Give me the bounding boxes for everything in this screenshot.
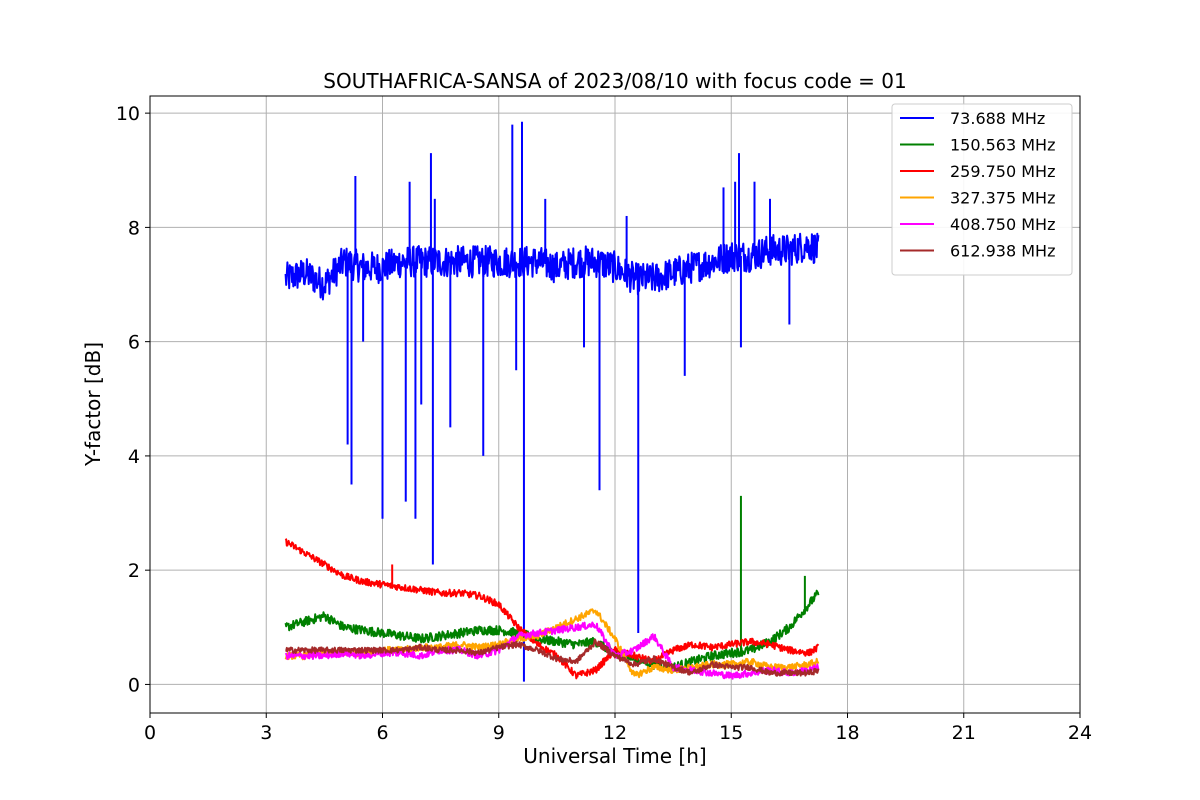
- y-tick-label: 2: [128, 560, 140, 582]
- series-5: [284, 621, 820, 680]
- y-tick-label: 10: [116, 103, 140, 125]
- series-6: [285, 638, 820, 677]
- legend-entry: 73.688 MHz: [900, 109, 1045, 128]
- legend-entry: 408.750 MHz: [900, 215, 1055, 234]
- legend-box: [891, 103, 1073, 276]
- x-tick-label: 3: [260, 722, 272, 744]
- x-tick-label: 18: [835, 722, 859, 744]
- series-layer: [284, 121, 820, 682]
- y-tick-label: 6: [128, 332, 140, 354]
- series-line: [284, 538, 820, 680]
- x-tick-label: 9: [493, 722, 505, 744]
- legend-label: 408.750 MHz: [950, 215, 1055, 234]
- series-2: [284, 495, 820, 673]
- legend-entry: 259.750 MHz: [900, 162, 1055, 181]
- x-tick-label: 21: [952, 722, 976, 744]
- legend-label: 327.375 MHz: [950, 189, 1055, 208]
- x-tick-label: 24: [1068, 722, 1092, 744]
- legend-entry: 612.938 MHz: [900, 242, 1055, 261]
- x-tick-label: 15: [719, 722, 743, 744]
- y-axis-label: Y-factor [dB]: [81, 342, 105, 467]
- x-tick-label: 12: [603, 722, 627, 744]
- legend-label: 612.938 MHz: [950, 242, 1055, 261]
- x-tick-label: 6: [376, 722, 388, 744]
- legend-label: 150.563 MHz: [950, 136, 1055, 155]
- series-line: [284, 621, 820, 680]
- chart-title: SOUTHAFRICA-SANSA of 2023/08/10 with foc…: [323, 69, 907, 93]
- series-line: [284, 589, 820, 673]
- series-line: [284, 232, 820, 301]
- legend-label: 259.750 MHz: [950, 162, 1055, 181]
- legend-label: 73.688 MHz: [950, 109, 1045, 128]
- x-tick-label: 0: [144, 722, 156, 744]
- series-1: [284, 121, 820, 682]
- legend-entry: 327.375 MHz: [900, 189, 1055, 208]
- series-line: [285, 638, 820, 677]
- legend: 73.688 MHz 150.563 MHz 259.750 MHz 327.375 …: [891, 103, 1073, 276]
- y-tick-label: 8: [128, 217, 140, 239]
- y-tick-label: 4: [128, 446, 140, 468]
- series-3: [284, 538, 820, 680]
- y-tick-label: 0: [128, 674, 140, 696]
- x-axis-label: Universal Time [h]: [523, 744, 706, 768]
- legend-entry: 150.563 MHz: [900, 136, 1055, 155]
